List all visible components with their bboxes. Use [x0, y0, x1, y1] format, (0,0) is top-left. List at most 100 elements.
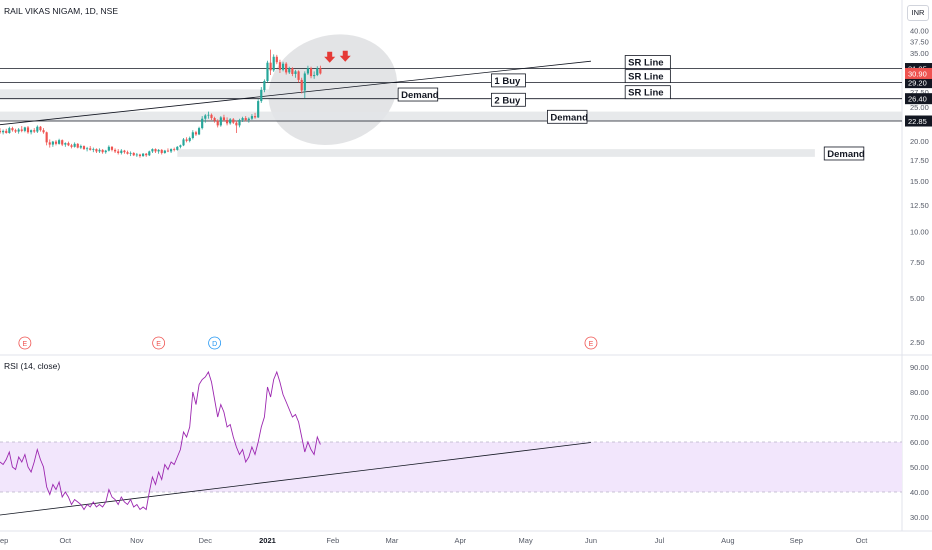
- candle-body: [126, 152, 129, 154]
- candle-body: [2, 130, 5, 133]
- price-tick-label: 35.00: [910, 49, 929, 58]
- candle: [297, 70, 300, 83]
- price-level-value: 26.40: [908, 95, 927, 104]
- sr-line-label-text: SR Line: [628, 88, 663, 99]
- candle-body: [288, 68, 291, 73]
- currency-button[interactable]: INR: [907, 5, 929, 21]
- candle-body: [92, 149, 95, 150]
- candle: [54, 140, 58, 146]
- candle-body: [89, 148, 92, 150]
- event-letter: D: [212, 341, 217, 348]
- time-tick-label: 2021: [259, 536, 276, 545]
- candle: [204, 114, 207, 123]
- candle-body: [157, 149, 160, 152]
- candle-body: [219, 117, 222, 126]
- candle: [23, 126, 26, 133]
- candle-body: [263, 80, 266, 90]
- candle-body: [73, 143, 76, 147]
- candle: [113, 148, 117, 153]
- candle-body: [244, 118, 247, 121]
- chart-title: RAIL VIKAS NIGAM, 1D, NSE: [4, 6, 118, 16]
- earnings-marker[interactable]: E: [152, 336, 166, 350]
- candle-body: [107, 146, 110, 151]
- time-tick-label: Apr: [454, 536, 466, 545]
- candle: [157, 149, 160, 154]
- candle: [250, 114, 254, 121]
- candle: [257, 99, 260, 119]
- candle: [92, 147, 95, 153]
- candle-body: [316, 68, 319, 76]
- candle-body: [278, 62, 282, 70]
- rsi-tick-label: 40.00: [910, 488, 929, 497]
- candle-body: [14, 130, 17, 132]
- candle-body: [303, 73, 306, 91]
- time-tick-label: Nov: [130, 536, 144, 545]
- candle: [306, 65, 310, 76]
- candle: [86, 146, 89, 152]
- candle: [58, 138, 61, 145]
- candle-body: [166, 150, 170, 152]
- candle-body: [82, 146, 86, 150]
- candle: [185, 137, 188, 143]
- demand-label-box: [397, 87, 439, 102]
- candle-body: [238, 120, 241, 126]
- rsi-band: [0, 442, 902, 492]
- candle-body: [197, 128, 201, 135]
- candle-body: [11, 128, 14, 131]
- candle-body: [64, 143, 67, 145]
- candle-body: [154, 149, 157, 152]
- candle-body: [20, 129, 23, 131]
- candle-body: [17, 129, 20, 132]
- buy-label: 2 Buy: [491, 92, 526, 107]
- rsi-tick-label: 30.00: [910, 513, 929, 522]
- rsi-tick-label: 90.00: [910, 363, 929, 372]
- price-tick-label: 7.50: [910, 258, 925, 267]
- rsi-trendline: [0, 442, 592, 516]
- candle: [98, 148, 101, 153]
- candle-body: [76, 143, 79, 148]
- candle-body: [309, 68, 313, 77]
- candle-body: [67, 143, 70, 146]
- candle: [2, 129, 5, 135]
- candle-body: [319, 68, 322, 74]
- demand-zone: [0, 89, 405, 99]
- time-tick-label: ep: [0, 536, 8, 545]
- sr-line-label: SR Line: [624, 55, 671, 69]
- price-tick-label: 27.50: [910, 88, 929, 97]
- candle-body: [179, 145, 182, 147]
- candle: [275, 54, 278, 65]
- earnings-marker[interactable]: E: [18, 336, 32, 350]
- candle: [238, 118, 241, 128]
- buy-label-box: [491, 73, 526, 88]
- dividend-marker[interactable]: D: [208, 336, 222, 350]
- price-tick-label: 10.00: [910, 227, 929, 236]
- price-level-badge: [905, 93, 932, 105]
- candle-body: [129, 152, 132, 154]
- candle: [20, 126, 23, 133]
- time-tick-label: Jun: [585, 536, 597, 545]
- down-arrow-icon: [339, 50, 351, 62]
- candle-body: [101, 149, 104, 153]
- last-price-badge: [905, 67, 932, 79]
- candle-body: [232, 119, 235, 123]
- candle: [138, 153, 142, 158]
- candle: [51, 140, 54, 147]
- candle-body: [113, 149, 117, 152]
- candle: [166, 148, 170, 153]
- price-level-badge: [905, 77, 932, 89]
- candle-body: [70, 145, 73, 147]
- time-tick-label: May: [519, 536, 533, 545]
- earnings-marker[interactable]: E: [584, 336, 598, 350]
- rsi-tick-label: 60.00: [910, 438, 929, 447]
- candle: [194, 130, 198, 136]
- time-axis: ep Oct Nov Dec 2021 Feb Mar Apr May Jun Jul Aug Sep O…: [0, 536, 868, 545]
- candle: [260, 87, 263, 103]
- candle-body: [138, 154, 142, 157]
- candle: [42, 128, 45, 134]
- sr-line-label: SR Line: [624, 85, 671, 100]
- candle: [300, 77, 303, 94]
- candle: [123, 149, 126, 154]
- candle: [266, 60, 269, 83]
- trendline: [0, 60, 592, 126]
